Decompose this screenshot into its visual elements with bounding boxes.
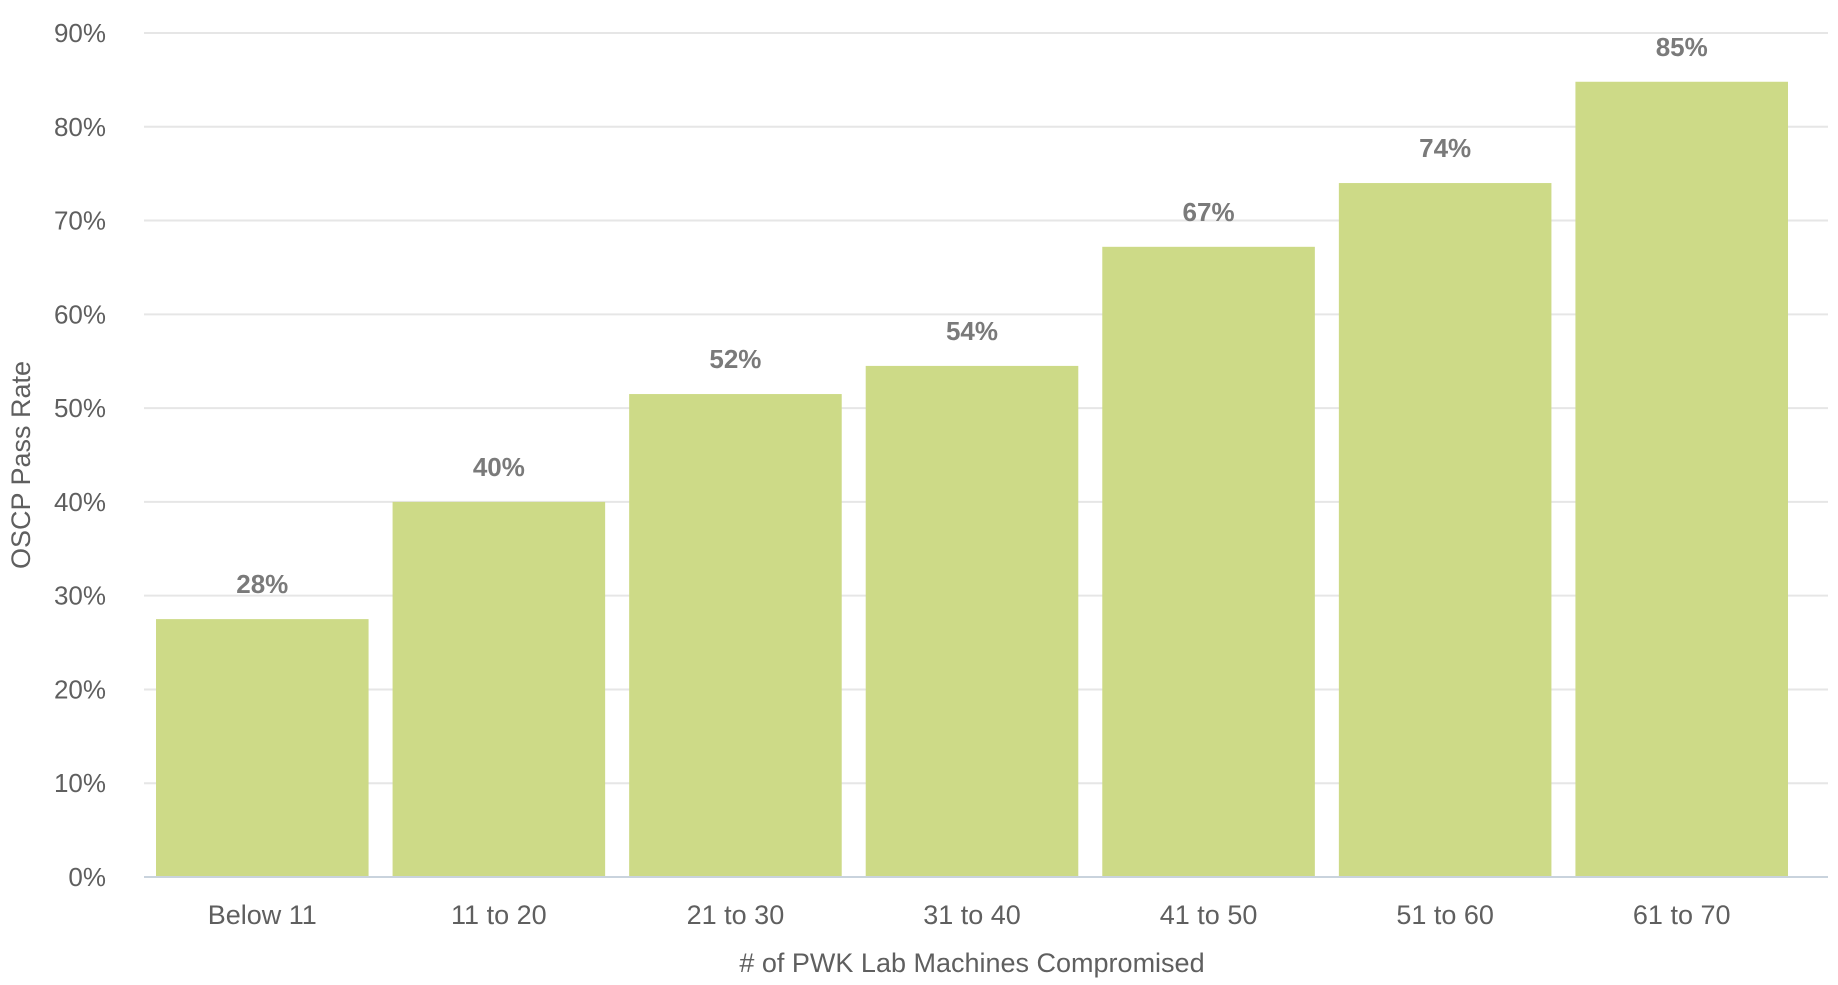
y-tick-label: 10%: [54, 768, 106, 798]
x-tick-label: 51 to 60: [1396, 900, 1494, 930]
x-tick-label: 21 to 30: [687, 900, 785, 930]
data-label: 28%: [236, 569, 288, 599]
y-tick-label: 40%: [54, 487, 106, 517]
bar-3: [629, 394, 842, 877]
bar-6: [1338, 183, 1552, 878]
data-label: 74%: [1419, 133, 1471, 163]
y-tick-label: 0%: [68, 862, 106, 892]
x-tick-label: Below 11: [208, 900, 317, 930]
bar-7: [1575, 81, 1788, 877]
data-label: 52%: [709, 344, 761, 374]
bar-5: [1102, 246, 1315, 877]
data-label: 85%: [1656, 32, 1708, 62]
y-tick-label: 60%: [54, 299, 106, 329]
x-tick-label: 41 to 50: [1160, 900, 1258, 930]
y-tick-label: 20%: [54, 674, 106, 704]
x-tick-label: 31 to 40: [923, 900, 1021, 930]
bar-2: [392, 501, 606, 877]
x-axis-ticks: Below 11 11 to 20 21 to 30 31 to 40 41 to 50…: [208, 900, 1731, 930]
y-tick-label: 70%: [54, 206, 106, 236]
bar-1: [156, 619, 369, 877]
y-tick-label: 30%: [54, 581, 106, 611]
data-label: 40%: [473, 452, 525, 482]
data-labels: 28% 40% 52% 54% 67% 74% 85%: [236, 32, 1707, 599]
y-axis-ticks: 0% 10% 20% 30% 40% 50% 60% 70% 80% 90%: [54, 18, 106, 892]
data-label: 54%: [946, 316, 998, 346]
bars: [156, 81, 1788, 878]
data-label: 67%: [1183, 197, 1235, 227]
y-tick-label: 90%: [54, 18, 106, 48]
y-tick-label: 80%: [54, 112, 106, 142]
y-axis-title: OSCP Pass Rate: [6, 361, 36, 569]
x-axis-title: # of PWK Lab Machines Compromised: [739, 948, 1204, 978]
bar-4: [865, 365, 1079, 877]
y-tick-label: 50%: [54, 393, 106, 423]
x-tick-label: 11 to 20: [451, 900, 547, 930]
x-tick-label: 61 to 70: [1633, 900, 1731, 930]
